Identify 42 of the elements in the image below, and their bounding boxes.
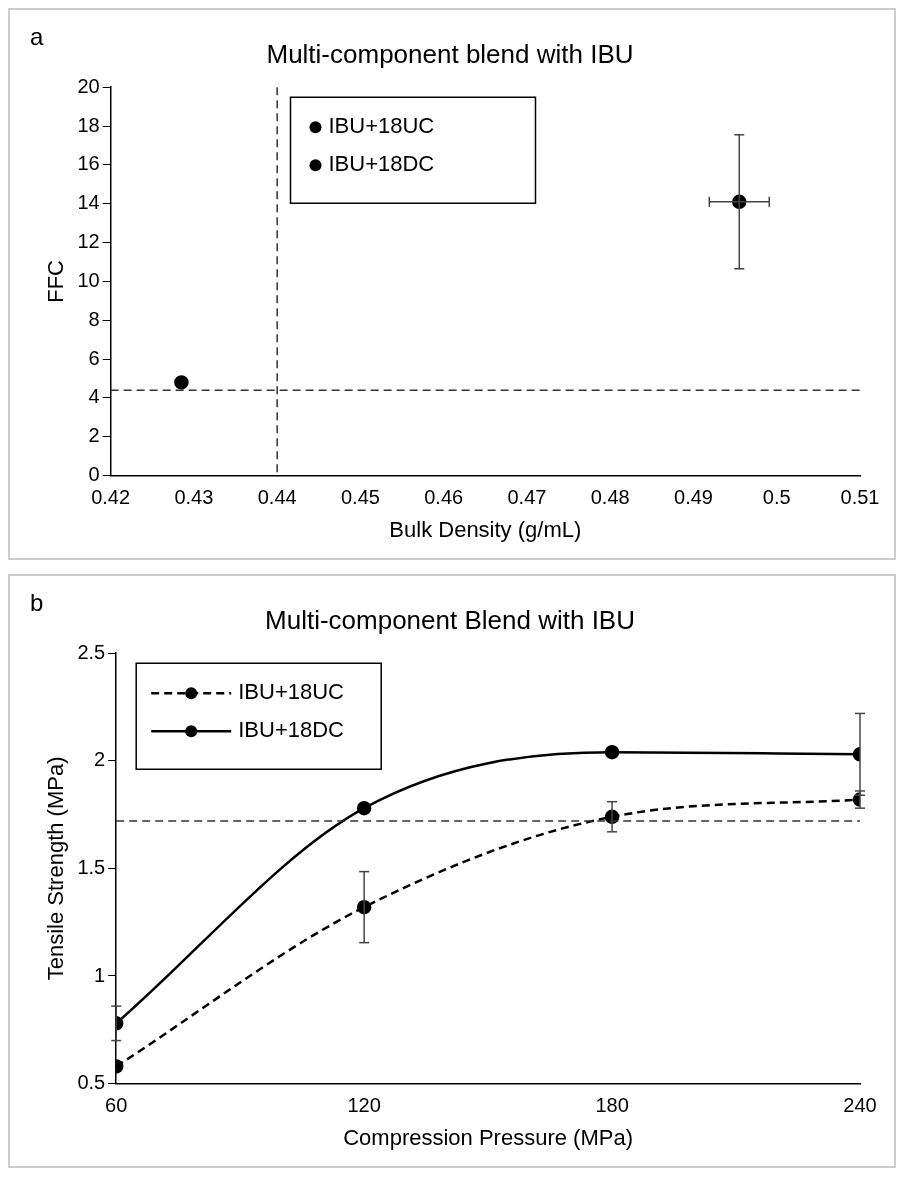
y-tick-label: 1.5 (77, 855, 106, 878)
y-tick-label: 20 (77, 74, 100, 97)
y-tick-label: 2.5 (77, 640, 106, 663)
legend-label: IBU+18UC (328, 113, 435, 139)
x-tick-label: 0.47 (507, 486, 547, 509)
y-tick-label: 18 (77, 113, 100, 136)
x-tick-label: 0.51 (840, 486, 880, 509)
x-tick-label: 180 (595, 1094, 629, 1117)
x-tick-label: 0.44 (257, 486, 297, 509)
text: b (30, 588, 44, 616)
x-tick-label: 0.49 (674, 486, 713, 509)
legend-label: IBU+18DC (238, 717, 345, 743)
y-tick-label: 1 (94, 963, 106, 986)
x-tick-label: 60 (105, 1094, 128, 1117)
y-tick-label: 2 (94, 748, 106, 771)
y-tick-label: 12 (77, 230, 100, 253)
y-tick-label: 4 (88, 385, 100, 408)
y-tick-label: 10 (77, 268, 100, 291)
x-tick-label: 0.5 (762, 486, 791, 509)
chart-title: Multi-component blend with IBU (266, 38, 634, 69)
chart-title: Multi-component Blend with IBU (265, 604, 635, 635)
x-tick-label: 0.48 (590, 486, 630, 509)
x-tick-label: 0.46 (424, 486, 464, 509)
x-tick-label: 240 (843, 1094, 877, 1117)
y-tick-label: 16 (77, 152, 100, 175)
text: a (30, 22, 44, 50)
legend-label: IBU+18DC (328, 151, 435, 177)
x-tick-label: 0.43 (174, 486, 214, 509)
y-axis-title: FFC (43, 259, 69, 303)
x-axis-title: Bulk Density (g/mL) (389, 516, 582, 542)
y-tick-label: 2 (88, 424, 100, 447)
y-tick-label: 6 (88, 346, 100, 369)
y-tick-label: 0.5 (77, 1071, 106, 1094)
y-tick-label: 0 (88, 463, 100, 486)
y-tick-label: 14 (77, 191, 100, 214)
x-tick-label: 0.42 (91, 486, 131, 509)
x-tick-label: 0.45 (340, 486, 380, 509)
y-axis-title: Tensile Strength (MPa) (43, 756, 69, 981)
legend-label: IBU+18UC (238, 679, 345, 705)
x-tick-label: 120 (347, 1094, 381, 1117)
x-axis-title: Compression Pressure (MPa) (343, 1124, 633, 1150)
y-tick-label: 8 (88, 307, 100, 330)
